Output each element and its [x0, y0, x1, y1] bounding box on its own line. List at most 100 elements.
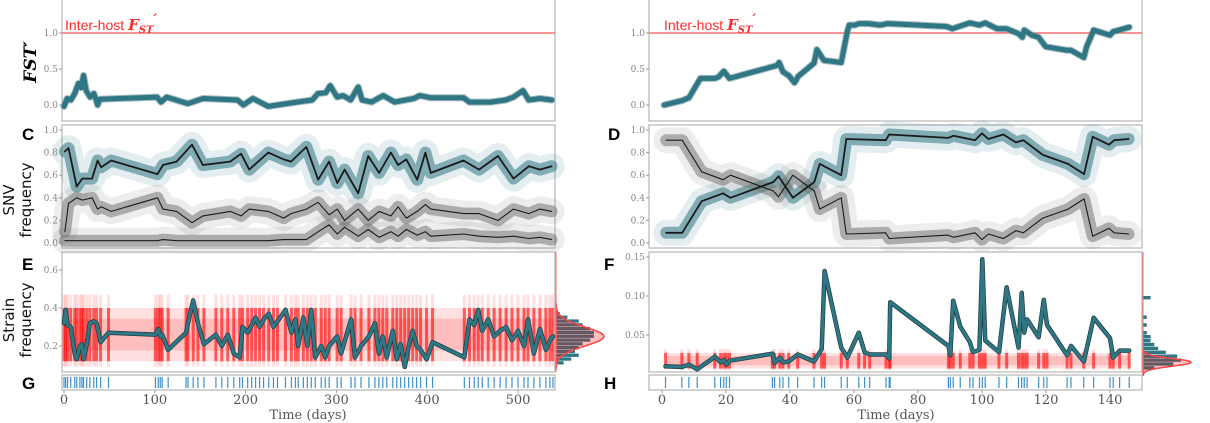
marginal-histogram-bar-left	[556, 323, 583, 327]
fst-panel-right	[648, 0, 1143, 122]
strain-left-y-tick-label: 0.4	[44, 304, 59, 314]
snv-panel-left	[61, 124, 556, 249]
strain-panel-right	[648, 251, 1143, 373]
marginal-histogram-bar-left	[556, 327, 591, 331]
panel-letter-e: E	[22, 255, 33, 274]
x-tick-label-left: 0	[60, 393, 68, 408]
marginal-histogram-bar-right	[1143, 342, 1155, 347]
snv-right-y-tick-label: 0.6	[631, 171, 646, 181]
snv-median-line-right-0	[665, 132, 1130, 234]
panel-letter-d: D	[608, 125, 620, 144]
snv-median-line-left-2	[64, 224, 553, 242]
sampling-panel-right	[648, 374, 1143, 391]
strain-left-y-tick-label: 0.6	[44, 266, 59, 276]
panel-letter-f: F	[604, 255, 614, 274]
x-tick-label-right: 100	[970, 393, 995, 408]
snv-left-y-tick-label: 0.6	[44, 171, 59, 181]
x-tick-label-right: 20	[718, 393, 735, 408]
strain-line-outline-right	[663, 257, 1132, 372]
x-tick-label-left: 300	[324, 393, 349, 408]
x-tick-label-left: 200	[233, 393, 258, 408]
strain-left-y-tick-label: 0.2	[44, 342, 58, 352]
marginal-histogram-bar-left	[556, 330, 594, 335]
sampling-panel-left	[61, 374, 556, 391]
strain-line-right	[664, 257, 1131, 371]
snv-right-y-tick-label: 0.2	[631, 216, 645, 226]
strain-right-y-tick-label: 0.05	[625, 331, 645, 341]
fst-line-left	[61, 73, 555, 109]
marginal-histogram-bar-right	[1143, 346, 1159, 351]
panel-letter-h: H	[604, 374, 616, 393]
fst-left-y-tick-label: 0.5	[44, 65, 59, 75]
marginal-histogram-bar-right	[1143, 366, 1155, 370]
panel-letter-c: C	[22, 125, 34, 144]
xlabel-right: Time (days)	[857, 408, 934, 423]
snv-ylabel-line2: frequency	[17, 162, 35, 237]
fst-right-y-tick-label: 1.5	[631, 0, 646, 3]
snv-right-y-tick-label: 1.0	[631, 126, 646, 136]
snv-left-y-tick-label: 0.8	[44, 149, 59, 159]
strain-panel-left	[61, 251, 556, 373]
snv-median-line-right-1	[665, 139, 1130, 241]
strain-right-y-tick-label: 0.10	[625, 292, 645, 302]
panel-letter-g: G	[22, 374, 35, 393]
marginal-histogram-bar-right	[1143, 296, 1151, 300]
fst-left-y-tick-label: 0.0	[44, 101, 59, 111]
marginal-density-curve-left	[555, 303, 605, 370]
fst-ylabel: FST′	[21, 41, 41, 84]
strain-ylabel-line1: Strain	[0, 298, 18, 342]
marginal-histogram-bar-right	[1143, 315, 1147, 319]
fst-right-y-tick-label: 0.5	[631, 65, 646, 75]
marginal-histogram-bar-right	[1143, 331, 1147, 335]
snv-right-y-tick-label: 0.8	[631, 149, 646, 159]
marginal-histogram-bar-left	[556, 334, 594, 338]
fst-left-y-tick-label: 1.5	[44, 0, 59, 3]
snv-median-line-left-0	[64, 143, 553, 195]
fst-line-right	[661, 20, 1132, 108]
snv-right-y-tick-label: 0.0	[631, 239, 646, 249]
inter-host-label-right: Inter-host FST′	[664, 12, 756, 36]
marginal-histogram-bar-right	[1143, 335, 1151, 339]
marginal-histogram-bar-left	[556, 346, 579, 350]
snv-ylabel-line1: SNV	[0, 184, 18, 216]
x-tick-label-right: 40	[782, 393, 799, 408]
marginal-histogram-bar-right	[1143, 338, 1151, 343]
strain-right-y-tick-label: 0.15	[625, 253, 645, 263]
snv-right-y-tick-label: 0.4	[631, 194, 646, 204]
x-tick-label-left: 100	[142, 393, 167, 408]
snv-median-line-left-1	[64, 197, 553, 233]
fst-left-y-tick-label: 1.0	[44, 29, 59, 39]
marginal-histogram-bar-left	[556, 338, 591, 342]
strain-line-left	[62, 298, 555, 369]
marginal-density-curve-right	[1142, 348, 1192, 376]
x-tick-label-right: 140	[1098, 393, 1123, 408]
marginal-histogram-bar-left	[556, 342, 583, 346]
x-tick-label-left: 500	[506, 393, 531, 408]
snv-left-y-tick-label: 0.2	[44, 216, 58, 226]
fst-line-halo-right	[660, 19, 1133, 109]
posterior-core-right	[665, 356, 1130, 366]
xlabel-left: Time (days)	[269, 408, 346, 423]
plot-marks: 0.0 0.5 1.0 1.5 0.0 0.5 1.0 1.5 0.0 0.2 0.4 0.6 0.8 1…	[44, 0, 1192, 408]
strain-ylabel-line2: frequency	[17, 282, 35, 357]
marginal-histogram-bar-left	[556, 353, 579, 357]
fst-panel-left	[61, 0, 556, 122]
marginal-histogram-bar-left	[556, 349, 575, 354]
snv-left-y-tick-label: 0.0	[44, 239, 59, 249]
x-tick-label-right: 120	[1034, 393, 1059, 408]
marginal-histogram-bar-right	[1143, 362, 1174, 366]
marginal-histogram-bar-right	[1143, 350, 1166, 354]
marginal-histogram-bar-right	[1143, 323, 1147, 327]
inter-host-label-left: Inter-host FST′	[65, 12, 157, 36]
fst-right-y-tick-label: 0.0	[631, 101, 646, 111]
snv-left-y-tick-label: 0.4	[44, 194, 59, 204]
x-tick-label-left: 400	[415, 393, 440, 408]
x-tick-label-right: 80	[910, 393, 927, 408]
snv-panel-right	[648, 124, 1143, 249]
marginal-histogram-bar-left	[556, 357, 572, 361]
marginal-histogram-bar-right	[1143, 358, 1181, 362]
x-tick-label-right: 60	[846, 393, 863, 408]
fst-right-y-tick-label: 1.0	[631, 29, 646, 39]
marginal-histogram-bar-left	[556, 361, 564, 365]
